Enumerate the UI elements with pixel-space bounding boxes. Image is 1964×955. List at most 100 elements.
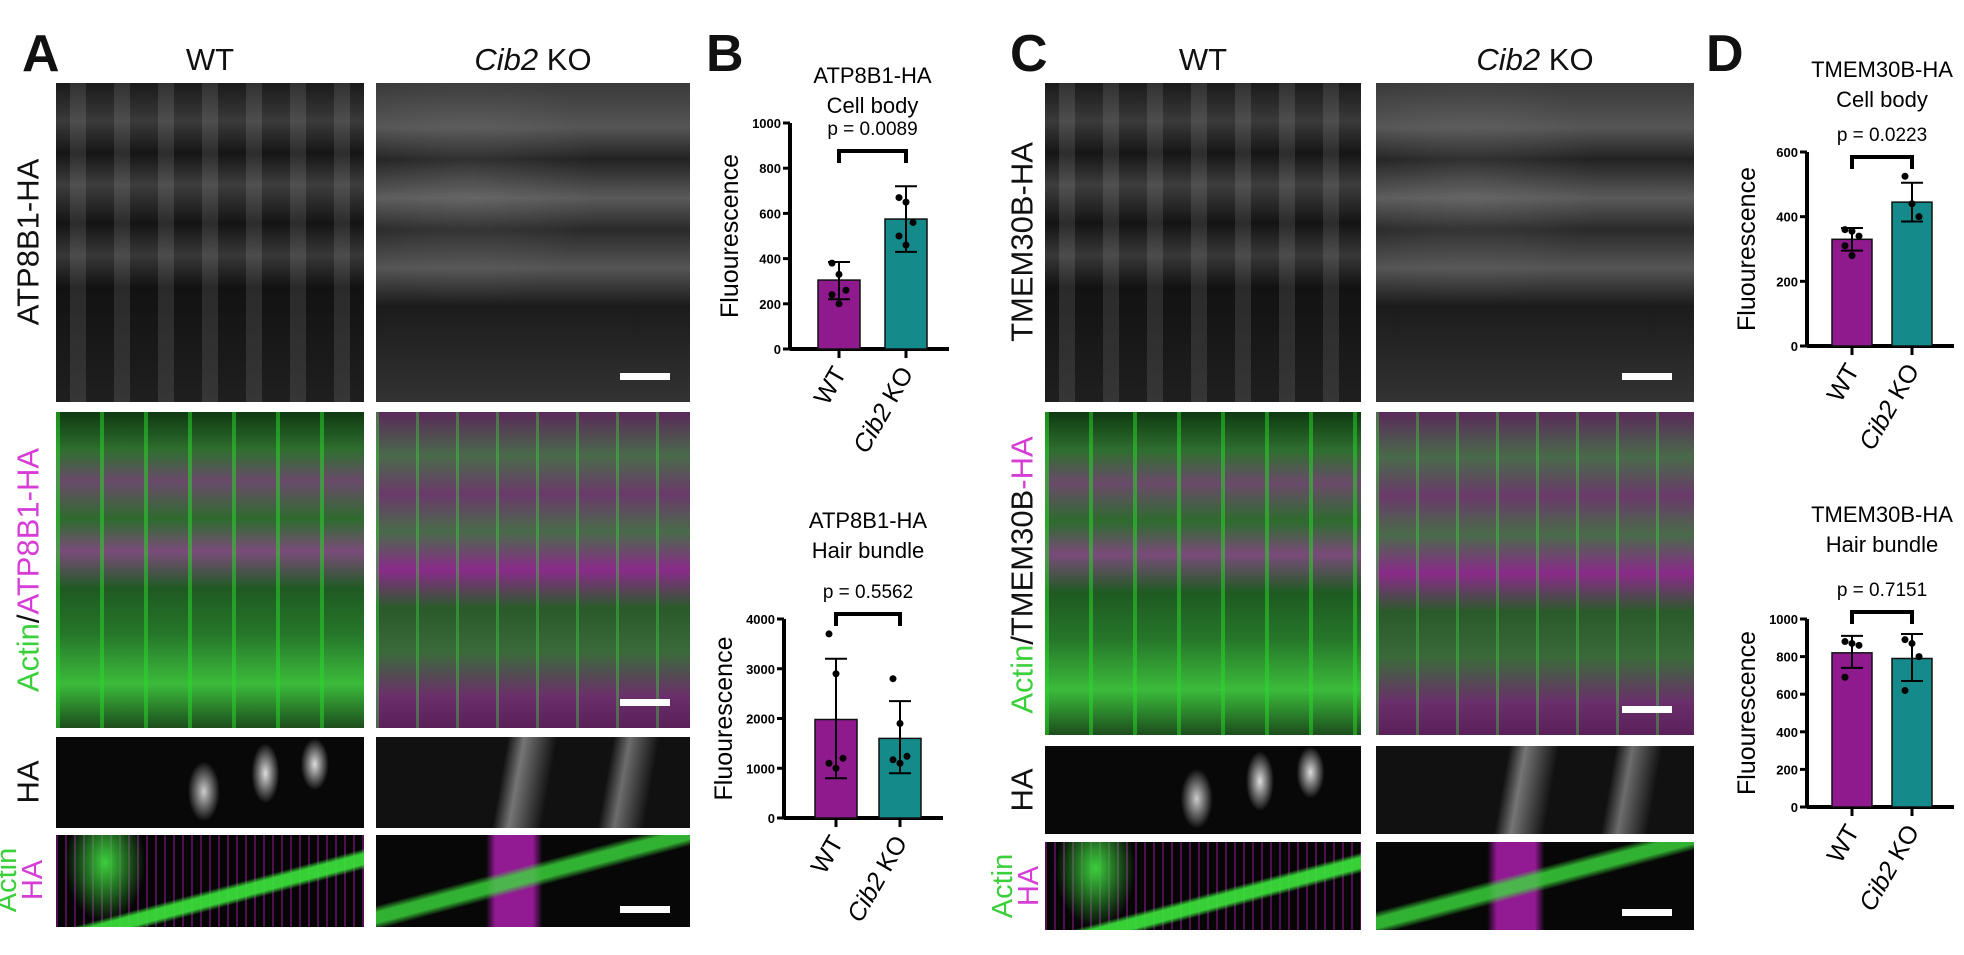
label-sep: /TMEM30B [1004,489,1040,645]
x-tick-label-ko: Cib2 KO [848,362,919,458]
data-point [895,232,903,240]
data-point [1901,172,1909,180]
micrograph-c-wt-ha [1045,83,1361,402]
data-point [828,259,836,267]
data-point [832,670,840,678]
micrograph-c-wt-merge-side [1045,842,1361,930]
data-point [1848,227,1856,235]
y-tick-label: 4000 [746,612,775,627]
chart-atp8b1-hair-bundle: ATP8B1-HA Hair bundle Fluourescence 0 1000 20… [710,510,943,927]
y-axis-label: Fluourescence [1733,631,1761,795]
data-point [889,756,897,764]
y-tick-label: 400 [1776,725,1798,740]
chart-title-line2: Cell body [827,93,919,118]
label-ha: -HA [1004,436,1040,490]
y-tick-label: 600 [759,206,781,221]
micrograph-a-wt-ha [56,83,364,402]
micrograph-c-wt-ha-side [1045,746,1361,834]
y-tick-label: 400 [759,252,781,267]
data-point [835,270,843,278]
x-tick-label-wt: WT [809,362,853,410]
x-tick-label-wt: WT [806,831,850,879]
bar-ko [1891,201,1933,347]
x-tick-label-wt: WT [1822,359,1866,407]
chart-title-line2: Hair bundle [1826,532,1939,557]
row-label-ha: HA [10,760,46,804]
ko-suffix: KO [1540,42,1594,77]
chart-title-line2: Cell body [1836,87,1928,112]
y-tick-label: 3000 [746,662,775,677]
row-label-actin-atp8b1: Actin/ATP8B1-HA [10,447,46,693]
panel-letter-a: A [22,25,60,83]
row-label-actin-tmem30b: Actin/TMEM30B-HA [1004,436,1040,714]
y-axis-label: Fluourescence [716,154,744,318]
data-point [842,286,850,294]
micrograph-a-wt-ha-side [56,737,364,828]
data-point [1855,232,1863,240]
data-point [1841,226,1849,234]
scale-bar [620,906,670,913]
significance-bracket [1850,610,1914,624]
column-header-ko: Cib2 KO [376,44,690,75]
chart-title-line2: Hair bundle [812,538,925,563]
micrograph-c-ko-ha [1376,83,1694,402]
row-label-actin-ha: Actin HA [987,854,1045,918]
chart-tmem30b-cell-body: TMEM30B-HA Cell body Fluourescence 0 200 400 6… [1733,57,1954,455]
data-point [902,241,910,249]
data-point [1901,686,1909,694]
y-tick-label: 0 [1791,800,1798,815]
chart-title-line1: ATP8B1-HA [813,63,932,88]
scale-bar [620,699,670,706]
label-actin: Actin [1004,644,1040,714]
y-tick-label: 200 [1776,762,1798,777]
significance-bracket [834,612,902,626]
data-point [832,764,840,772]
data-point [1841,638,1849,646]
p-value-label: p = 0.0089 [827,119,917,140]
data-point [889,675,897,683]
y-tick-label: 1000 [1769,612,1798,627]
data-point [896,719,904,727]
data-point [909,218,917,226]
label-sep: / [10,614,46,624]
y-tick-label: 0 [774,342,781,357]
data-point [895,194,903,202]
label-ha: HA [1013,865,1045,907]
y-tick-label: 200 [1776,274,1798,289]
micrograph-c-wt-merge [1045,412,1361,735]
row-label-ha: HA [1004,768,1040,812]
column-header-wt: WT [185,42,235,77]
data-point [835,300,843,308]
chart-atp8b1-cell-body: ATP8B1-HA Cell body Fluourescence 0 200 400 60… [716,63,949,458]
data-point [1848,639,1856,647]
y-tick-label: 0 [1791,339,1798,354]
p-value-label: p = 0.0223 [1837,125,1927,146]
column-header-wt: WT [1178,42,1228,77]
y-tick-label: 1000 [746,761,775,776]
data-point [1848,251,1856,259]
column-header-ko: Cib2 KO [1376,44,1694,75]
y-axis-label: Fluourescence [710,637,738,801]
y-axis-label: Fluourescence [1733,167,1761,331]
data-point [828,291,836,299]
p-value-label: p = 0.5562 [823,582,913,603]
y-tick-label: 200 [759,297,781,312]
scale-bar [620,373,670,380]
y-tick-label: 2000 [746,712,775,727]
significance-bracket [837,149,908,163]
scale-bar [1622,706,1672,713]
chart-title-line1: TMEM30B-HA [1811,57,1953,82]
label-actin: Actin [10,623,46,693]
data-point [1908,200,1916,208]
panel-letter-c: C [1010,25,1048,83]
y-tick-label: 1000 [752,116,781,131]
gene-name: Cib2 [1476,42,1541,77]
data-point [1908,639,1916,647]
micrograph-c-ko-merge-side [1376,842,1694,930]
row-label-actin-ha: Actin HA [0,848,49,912]
chart-tmem30b-hair-bundle: TMEM30B-HA Hair bundle Fluourescence 0 200 40… [1733,502,1954,916]
y-tick-label: 600 [1776,145,1798,160]
y-tick-label: 800 [1776,650,1798,665]
data-point [1901,636,1909,644]
label-ha: ATP8B1-HA [10,447,46,615]
